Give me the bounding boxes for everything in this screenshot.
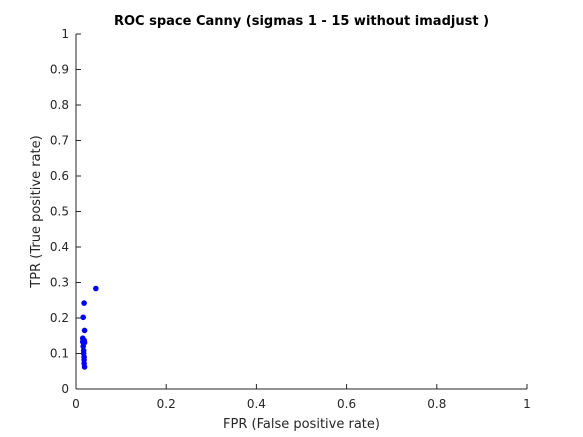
y-tick-label: 0.4 xyxy=(50,240,69,254)
x-tick-label: 0.2 xyxy=(157,397,176,411)
data-point xyxy=(81,327,88,334)
y-tick-label: 0.1 xyxy=(50,347,69,361)
y-tick-label: 0.6 xyxy=(50,169,69,183)
data-point xyxy=(81,300,87,306)
x-tick-label: 0.8 xyxy=(427,397,446,411)
x-tick-label: 0 xyxy=(72,397,80,411)
data-point xyxy=(93,285,99,292)
plot-axes: 0 0.2 0.4 0.6 0.8 1 0 0.1 0.2 0.3 0.4 0.5 0.6 0.7 0.8 0… xyxy=(50,27,531,411)
y-tick-label: 0.2 xyxy=(50,311,69,325)
y-tick-label: 0.8 xyxy=(50,98,69,112)
data-points xyxy=(79,285,99,370)
x-tick-label: 1 xyxy=(523,397,531,411)
chart-title: ROC space Canny (sigmas 1 - 15 without i… xyxy=(114,14,489,29)
x-tick-label: 0.4 xyxy=(247,397,266,411)
y-tick-label: 0.9 xyxy=(50,63,69,77)
y-tick-label: 0.5 xyxy=(50,205,69,219)
x-axis-label: FPR (False positive rate) xyxy=(223,417,380,432)
y-axis-label: TPR (True positive rate) xyxy=(29,135,44,288)
data-point xyxy=(80,343,87,350)
y-tick-label: 0.7 xyxy=(50,134,69,148)
x-tick-label: 0.6 xyxy=(337,397,356,411)
y-tick-label: 0.3 xyxy=(50,276,69,290)
y-tick-label: 0 xyxy=(61,382,69,396)
y-tick-label: 1 xyxy=(61,27,69,41)
data-point xyxy=(80,314,87,321)
data-point xyxy=(81,364,88,370)
